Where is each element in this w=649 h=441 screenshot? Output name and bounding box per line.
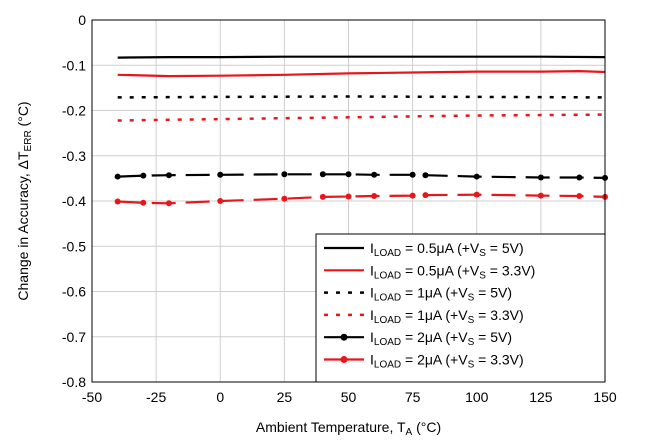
data-point (537, 192, 544, 199)
y-axis-title: Change in Accuracy, ΔTERR (°C) (15, 101, 34, 300)
x-tick-label: 0 (216, 389, 224, 405)
data-point (537, 174, 544, 181)
data-point (319, 171, 326, 178)
series-line (117, 173, 606, 179)
data-point (473, 191, 480, 198)
series-line (117, 193, 606, 205)
series-line (117, 113, 606, 122)
series-3 (117, 95, 606, 99)
data-point (140, 172, 147, 179)
y-tick-label: 0 (78, 12, 86, 28)
x-tick-label: 75 (405, 389, 421, 405)
data-point (140, 199, 147, 206)
data-point (114, 173, 121, 180)
data-point (114, 198, 121, 205)
series-5 (114, 171, 608, 181)
data-point (422, 192, 429, 199)
data-point (409, 192, 416, 199)
data-point (217, 171, 224, 178)
series-layer (114, 55, 608, 207)
legend-label: ILOAD = 2μA (+VS = 5V) (370, 329, 512, 348)
y-tick-labels: 0 -0.1 -0.2 -0.3 -0.4 -0.5 -0.6 -0.7 -0.8 (62, 12, 86, 390)
y-tick-label: -0.4 (62, 193, 86, 209)
y-tick-label: -0.1 (62, 57, 86, 73)
data-point (217, 198, 224, 204)
y-tick-label: -0.3 (62, 148, 86, 164)
legend-label: ILOAD = 0.5μA (+VS = 3.3V) (370, 262, 535, 281)
data-point (319, 193, 326, 200)
y-tick-label: -0.2 (62, 103, 86, 119)
data-point (473, 173, 480, 180)
series-6 (114, 191, 608, 207)
x-tick-label: 125 (529, 389, 553, 405)
y-tick-label: -0.6 (62, 284, 86, 300)
x-axis-title: Ambient Temperature, TA (°C) (256, 419, 441, 438)
series-line (117, 69, 606, 78)
x-tick-label: 25 (277, 389, 293, 405)
x-tick-label: 100 (465, 389, 489, 405)
series-2 (117, 69, 606, 78)
legend-marker (340, 356, 348, 363)
data-point (409, 171, 416, 178)
x-tick-label: -50 (82, 389, 102, 405)
y-tick-label: -0.7 (62, 329, 86, 345)
legend-label: ILOAD = 0.5μA (+VS = 5V) (370, 240, 524, 259)
x-tick-labels: -50 -25 0 25 50 75 100 125 150 (82, 389, 617, 405)
y-tick-label: -0.5 (62, 238, 86, 254)
series-4 (117, 113, 606, 122)
x-tick-label: -25 (146, 389, 166, 405)
series-line (117, 55, 606, 59)
series-1 (117, 55, 606, 59)
data-point (165, 200, 172, 207)
legend-label: ILOAD = 1μA (+VS = 5V) (370, 285, 512, 304)
x-tick-label: 50 (341, 389, 357, 405)
legend: ILOAD = 0.5μA (+VS = 5V) ILOAD = 0.5μA (+… (315, 233, 606, 383)
series-line (117, 95, 606, 99)
data-point (576, 193, 583, 200)
x-tick-label: 150 (593, 389, 617, 405)
data-point (345, 193, 352, 200)
legend-label: ILOAD = 2μA (+VS = 3.3V) (370, 352, 524, 371)
data-point (371, 193, 378, 200)
legend-label: ILOAD = 1μA (+VS = 3.3V) (370, 307, 524, 326)
data-point (165, 172, 172, 179)
data-point (281, 195, 288, 202)
y-tick-label: -0.8 (62, 374, 86, 390)
data-point (576, 174, 583, 181)
data-point (422, 172, 429, 179)
legend-box (315, 233, 606, 383)
data-point (371, 171, 378, 178)
legend-marker (340, 333, 348, 341)
data-point (345, 171, 352, 178)
data-point (281, 171, 288, 178)
